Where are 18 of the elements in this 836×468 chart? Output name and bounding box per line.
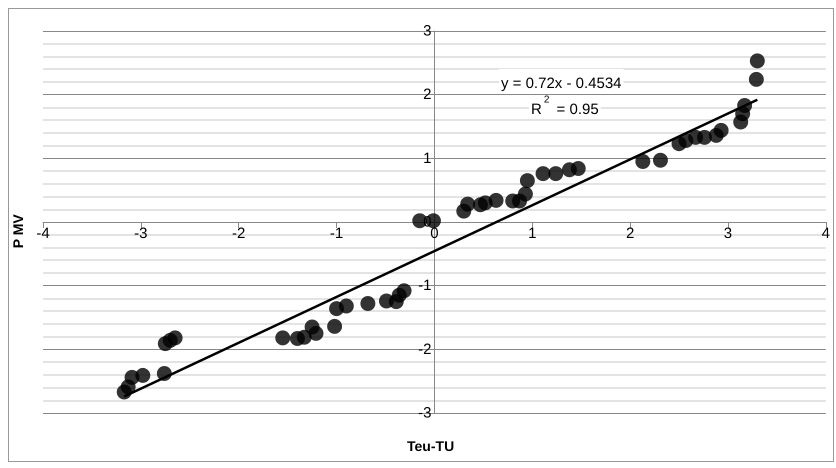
y-tick-label: 1 xyxy=(423,150,432,167)
x-tick-label: 2 xyxy=(626,225,634,242)
x-tick-label: -1 xyxy=(330,225,344,242)
y-tick-label: 0 xyxy=(423,214,432,230)
x-tick-label: 3 xyxy=(724,225,732,242)
y-tick-label: -3 xyxy=(418,404,432,422)
y-axis-title: P MV xyxy=(10,214,26,248)
y-tick-label: -1 xyxy=(418,277,432,294)
x-tick-label: 1 xyxy=(528,225,536,242)
x-tick-label: -2 xyxy=(232,225,246,242)
x-tick-label: 4 xyxy=(822,225,830,242)
x-axis-title: Teu-TU xyxy=(407,438,454,454)
x-tick-label: -3 xyxy=(134,225,148,242)
y-tick-label: 2 xyxy=(423,86,432,104)
x-tick-label: -4 xyxy=(36,225,50,242)
annotation: y = 0.72x - 0.4534 xyxy=(501,75,622,92)
y-tick-label: -2 xyxy=(418,340,432,358)
y-tick-label: 3 xyxy=(423,22,432,40)
